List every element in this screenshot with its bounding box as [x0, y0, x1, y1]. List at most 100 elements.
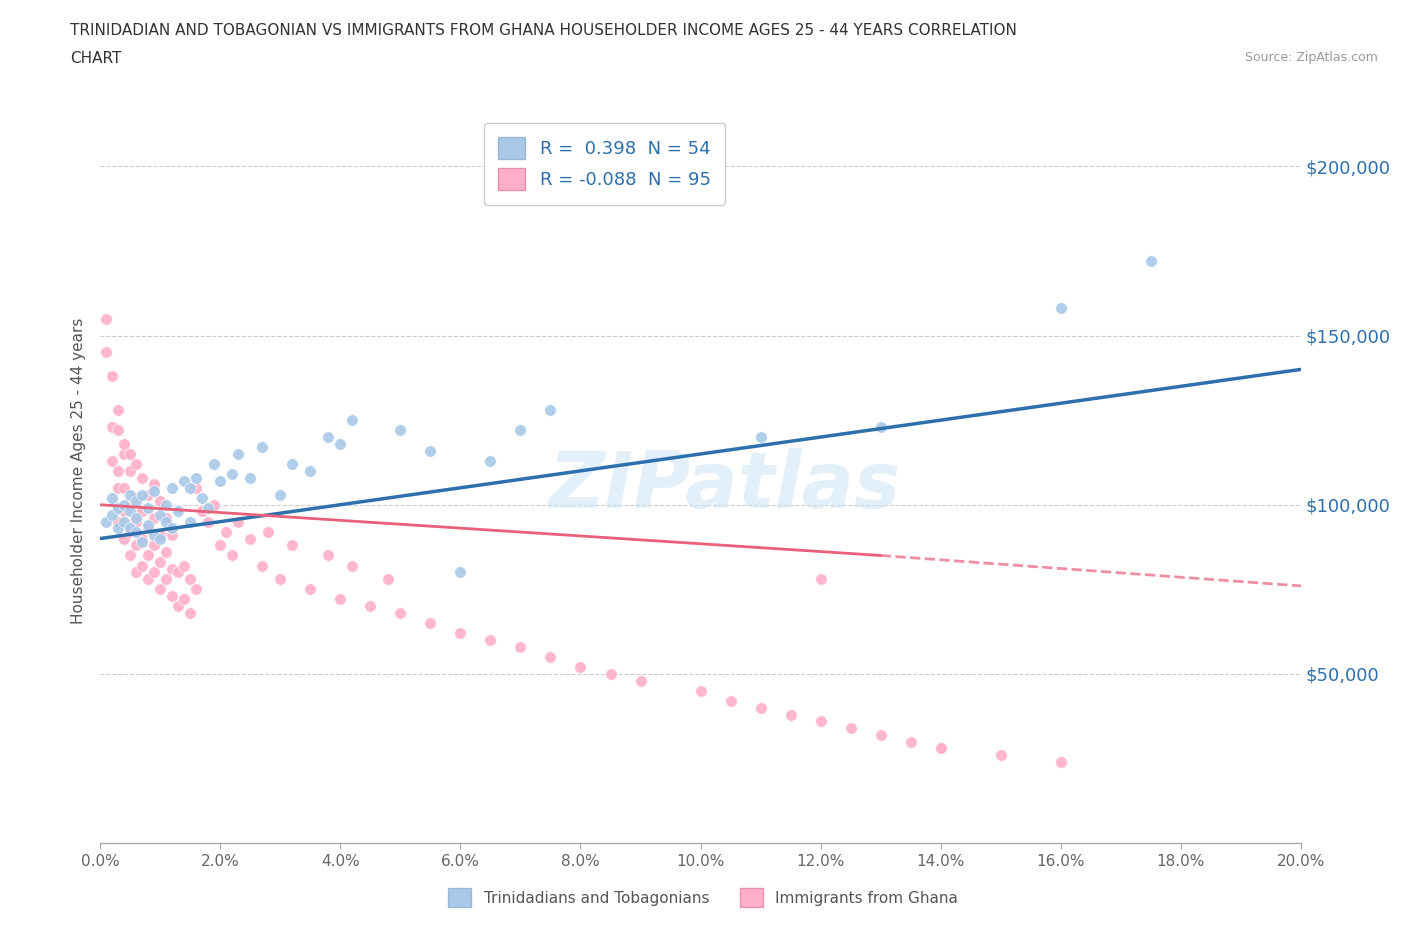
Point — [239, 531, 262, 546]
Point — [449, 626, 471, 641]
Point — [810, 714, 832, 729]
Point — [869, 419, 891, 434]
Point — [569, 659, 592, 674]
Point — [120, 548, 142, 563]
Point — [112, 446, 135, 461]
Point — [252, 440, 274, 455]
Point — [143, 477, 166, 492]
Point — [101, 453, 124, 468]
Point — [389, 605, 412, 620]
Point — [136, 500, 159, 515]
Point — [160, 562, 183, 577]
Point — [929, 741, 952, 756]
Point — [191, 504, 214, 519]
Point — [120, 525, 142, 539]
Point — [136, 572, 159, 587]
Point — [107, 481, 129, 496]
Point — [540, 403, 562, 418]
Point — [160, 527, 183, 542]
Point — [125, 525, 148, 539]
Point — [94, 514, 117, 529]
Point — [173, 592, 195, 607]
Point — [221, 467, 243, 482]
Point — [136, 487, 159, 502]
Point — [101, 419, 124, 434]
Point — [107, 423, 129, 438]
Point — [112, 481, 135, 496]
Point — [125, 538, 148, 552]
Point — [155, 498, 177, 512]
Point — [120, 446, 142, 461]
Point — [226, 514, 249, 529]
Point — [173, 473, 195, 488]
Point — [329, 592, 352, 607]
Point — [179, 481, 201, 496]
Point — [197, 514, 219, 529]
Point — [179, 605, 201, 620]
Point — [720, 694, 742, 709]
Point — [202, 498, 225, 512]
Point — [749, 700, 772, 715]
Point — [94, 312, 117, 326]
Point — [131, 531, 153, 546]
Legend: R =  0.398  N = 54, R = -0.088  N = 95: R = 0.398 N = 54, R = -0.088 N = 95 — [484, 123, 725, 205]
Point — [299, 582, 322, 597]
Point — [342, 558, 364, 573]
Point — [281, 457, 304, 472]
Point — [990, 748, 1012, 763]
Point — [125, 490, 148, 505]
Point — [107, 500, 129, 515]
Point — [239, 471, 262, 485]
Point — [1140, 254, 1163, 269]
Point — [131, 535, 153, 550]
Point — [269, 572, 291, 587]
Point — [342, 413, 364, 428]
Point — [215, 525, 238, 539]
Point — [167, 504, 190, 519]
Point — [112, 436, 135, 451]
Point — [149, 494, 172, 509]
Point — [112, 514, 135, 529]
Point — [540, 649, 562, 664]
Point — [155, 514, 177, 529]
Point — [125, 511, 148, 525]
Point — [101, 368, 124, 383]
Point — [779, 707, 801, 722]
Point — [186, 582, 208, 597]
Point — [120, 504, 142, 519]
Point — [143, 538, 166, 552]
Point — [136, 518, 159, 533]
Point — [316, 430, 339, 445]
Point — [155, 572, 177, 587]
Point — [149, 508, 172, 523]
Point — [125, 494, 148, 509]
Point — [112, 498, 135, 512]
Point — [179, 572, 201, 587]
Point — [107, 521, 129, 536]
Point — [107, 514, 129, 529]
Point — [186, 471, 208, 485]
Point — [209, 473, 232, 488]
Point — [120, 463, 142, 478]
Point — [131, 558, 153, 573]
Point — [221, 548, 243, 563]
Point — [479, 632, 502, 647]
Point — [167, 565, 190, 579]
Point — [419, 444, 441, 458]
Point — [900, 734, 922, 749]
Point — [299, 463, 322, 478]
Text: CHART: CHART — [70, 51, 122, 66]
Point — [143, 565, 166, 579]
Point — [143, 527, 166, 542]
Point — [112, 504, 135, 519]
Point — [389, 423, 412, 438]
Point — [419, 616, 441, 631]
Point — [167, 599, 190, 614]
Point — [173, 558, 195, 573]
Text: TRINIDADIAN AND TOBAGONIAN VS IMMIGRANTS FROM GHANA HOUSEHOLDER INCOME AGES 25 -: TRINIDADIAN AND TOBAGONIAN VS IMMIGRANTS… — [70, 23, 1017, 38]
Point — [226, 446, 249, 461]
Point — [359, 599, 381, 614]
Point — [107, 403, 129, 418]
Point — [599, 667, 621, 682]
Point — [1050, 754, 1073, 769]
